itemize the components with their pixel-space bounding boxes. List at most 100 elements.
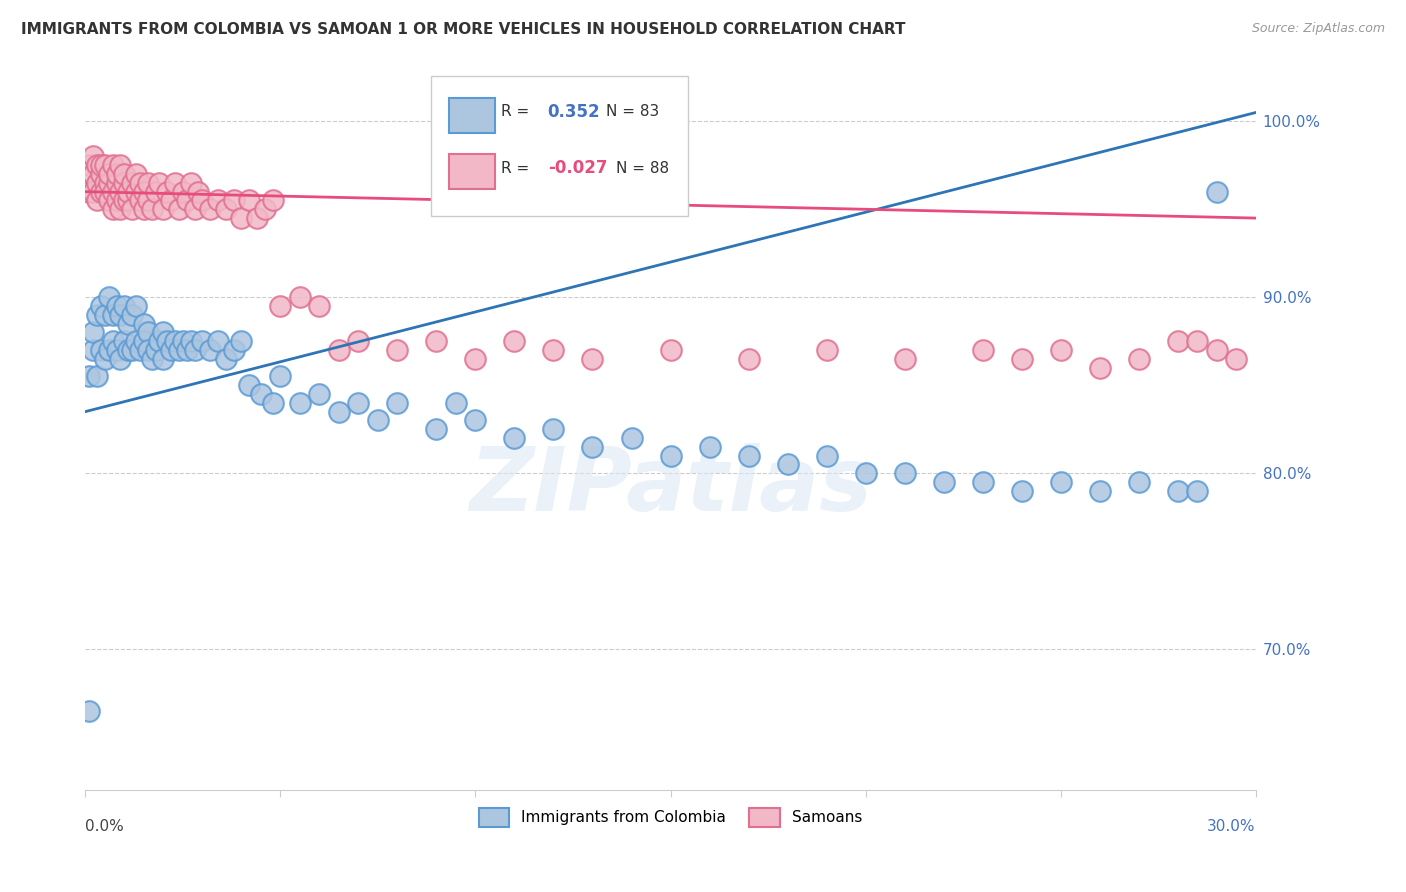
Point — [262, 194, 284, 208]
Point — [183, 202, 205, 217]
Point — [129, 343, 152, 357]
Point — [425, 334, 447, 349]
Point — [86, 369, 108, 384]
FancyBboxPatch shape — [450, 153, 495, 189]
Point — [136, 194, 159, 208]
Point — [160, 194, 183, 208]
Point — [1011, 351, 1033, 366]
Point — [129, 194, 152, 208]
Point — [101, 185, 124, 199]
Point — [105, 343, 128, 357]
Point — [141, 351, 163, 366]
Point — [82, 326, 104, 340]
Text: R =: R = — [501, 104, 529, 120]
Point — [105, 176, 128, 190]
Point — [269, 369, 291, 384]
Point — [94, 351, 117, 366]
Point — [253, 202, 276, 217]
Point — [101, 308, 124, 322]
Point — [776, 458, 799, 472]
Point — [222, 194, 245, 208]
Point — [110, 185, 132, 199]
Point — [172, 185, 194, 199]
Text: 0.352: 0.352 — [547, 103, 600, 120]
Point — [1088, 483, 1111, 498]
Point — [112, 167, 135, 181]
Point — [160, 343, 183, 357]
Point — [110, 308, 132, 322]
Point — [125, 167, 148, 181]
Point — [543, 422, 565, 436]
Point — [136, 343, 159, 357]
Point — [145, 185, 167, 199]
Point — [167, 202, 190, 217]
Point — [90, 167, 112, 181]
Point — [121, 176, 143, 190]
Point — [163, 176, 186, 190]
Point — [1088, 360, 1111, 375]
Point — [86, 176, 108, 190]
Point — [163, 334, 186, 349]
Point — [110, 202, 132, 217]
Point — [129, 176, 152, 190]
Legend: Immigrants from Colombia, Samoans: Immigrants from Colombia, Samoans — [472, 802, 869, 833]
Point — [1011, 483, 1033, 498]
Text: 30.0%: 30.0% — [1208, 819, 1256, 834]
Point — [425, 422, 447, 436]
Point — [699, 440, 721, 454]
Point — [932, 475, 955, 489]
Point — [581, 351, 603, 366]
Point — [82, 343, 104, 357]
Point — [110, 158, 132, 172]
Point — [972, 343, 994, 357]
Point — [77, 185, 100, 199]
Point — [121, 343, 143, 357]
Point — [97, 194, 120, 208]
Point — [117, 343, 139, 357]
Point — [222, 343, 245, 357]
Point — [125, 185, 148, 199]
Point — [215, 202, 238, 217]
Point — [308, 299, 330, 313]
Point — [180, 176, 202, 190]
Point — [464, 351, 486, 366]
Point — [893, 467, 915, 481]
Point — [1167, 334, 1189, 349]
Point — [97, 290, 120, 304]
Point — [231, 211, 253, 225]
Point — [191, 194, 214, 208]
Point — [94, 308, 117, 322]
Point — [152, 326, 174, 340]
Point — [90, 343, 112, 357]
Point — [86, 194, 108, 208]
Point — [972, 475, 994, 489]
Point — [328, 343, 350, 357]
Point — [77, 369, 100, 384]
Point — [112, 334, 135, 349]
Point — [172, 334, 194, 349]
Point — [112, 176, 135, 190]
Point — [105, 194, 128, 208]
Point — [145, 343, 167, 357]
Point — [112, 194, 135, 208]
Point — [1187, 483, 1209, 498]
Point — [581, 440, 603, 454]
Point — [132, 202, 155, 217]
Point — [328, 404, 350, 418]
Point — [101, 334, 124, 349]
Point — [893, 351, 915, 366]
Point — [121, 202, 143, 217]
Point — [77, 158, 100, 172]
Point — [238, 378, 260, 392]
Point — [659, 343, 682, 357]
Point — [191, 334, 214, 349]
Point — [855, 467, 877, 481]
Point — [97, 343, 120, 357]
Point — [121, 308, 143, 322]
Point — [308, 387, 330, 401]
Point — [86, 158, 108, 172]
Point — [1128, 475, 1150, 489]
Point — [136, 326, 159, 340]
Point — [176, 343, 198, 357]
Point — [246, 211, 269, 225]
